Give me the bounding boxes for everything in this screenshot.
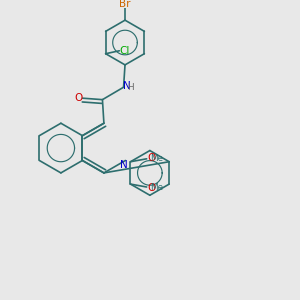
- Text: Br: Br: [119, 0, 131, 9]
- Text: N: N: [123, 81, 131, 91]
- Text: N: N: [120, 160, 128, 170]
- Text: O: O: [148, 153, 156, 163]
- Text: Cl: Cl: [119, 46, 130, 56]
- Text: Me: Me: [151, 183, 164, 192]
- Text: O: O: [148, 183, 156, 193]
- Text: Me: Me: [151, 154, 164, 163]
- Text: O: O: [75, 93, 83, 103]
- Text: H: H: [128, 83, 134, 92]
